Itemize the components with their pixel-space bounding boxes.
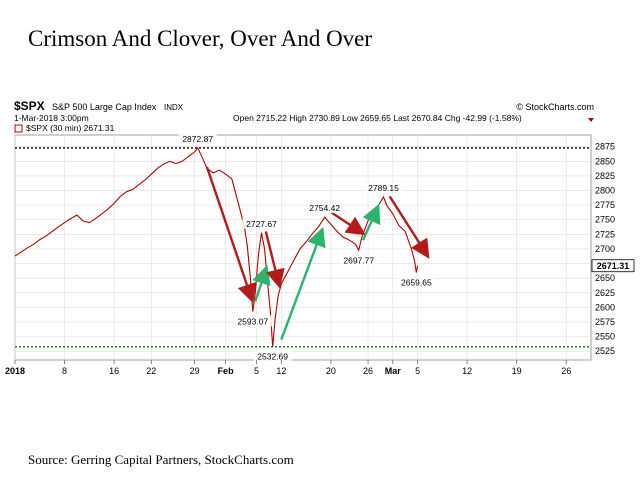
down-trend-arrow	[330, 211, 366, 236]
x-tick-label: Feb	[218, 366, 235, 376]
legend-series: $SPX (30 min) 2671.31	[26, 123, 115, 133]
price-annotation: 2532.69	[257, 352, 288, 362]
last-price-box	[591, 259, 635, 273]
annotation-bg	[305, 202, 344, 214]
up-trend-arrow	[361, 203, 381, 241]
annotation-bg	[339, 254, 378, 266]
y-tick-label: 2850	[595, 156, 615, 166]
price-annotation: 2789.15	[368, 183, 399, 193]
symbol: $SPX	[14, 99, 45, 113]
last-price-label: 2671.31	[597, 261, 630, 271]
last-price-badge: 2671.31	[591, 259, 635, 273]
price-annotation: 2659.65	[401, 278, 432, 288]
up-trend-arrow	[280, 226, 326, 340]
y-tick-label: 2750	[595, 215, 615, 225]
price-annotations: 2872.87 2727.67 2593.07 2532.69 2754.42 2697.…	[178, 132, 436, 362]
y-tick-label: 2625	[595, 288, 615, 298]
x-tick-label: Mar	[385, 366, 402, 376]
price-series-line	[14, 146, 419, 347]
x-tick-label: 12	[276, 366, 286, 376]
x-tick-label: 12	[462, 366, 472, 376]
page-title: Crimson And Clover, Over And Over	[28, 26, 373, 51]
y-tick-label: 2725	[595, 229, 615, 239]
chart-date: 1-Mar-2018 3:00pm	[14, 113, 89, 123]
chg-down-icon	[588, 118, 594, 122]
up-trend-arrow	[252, 264, 271, 302]
index-name: S&P 500 Large Cap Index	[52, 102, 157, 112]
x-tick-label: 5	[415, 366, 420, 376]
annotation-bg	[233, 315, 272, 327]
price-annotation: 2593.07	[237, 316, 268, 326]
x-tick-label: 29	[190, 366, 200, 376]
y-tick-label: 2575	[595, 317, 615, 327]
y-axis: 2525255025752600262526502675270027252750…	[595, 142, 615, 357]
legend-swatch	[14, 124, 23, 133]
x-tick-label: 26	[363, 366, 373, 376]
x-tick-label: 20	[326, 366, 336, 376]
down-trend-arrow	[205, 166, 257, 304]
price-annotation: 2872.87	[182, 134, 213, 144]
x-tick-label: 5	[254, 366, 259, 376]
reference-lines	[15, 147, 591, 348]
trend-arrows	[205, 166, 430, 340]
y-tick-label: 2550	[595, 332, 615, 342]
plot-area	[14, 134, 592, 361]
x-tick-label: 16	[109, 366, 119, 376]
y-tick-label: 2825	[595, 171, 615, 181]
x-tick-label: 8	[62, 366, 67, 376]
y-tick-label: 2775	[595, 200, 615, 210]
annotation-bg	[253, 350, 292, 362]
annotation-bg	[242, 217, 281, 229]
annotation-bg	[178, 132, 217, 144]
grid	[14, 135, 591, 360]
x-tick-label: 22	[146, 366, 156, 376]
y-tick-label: 2800	[595, 186, 615, 196]
brand: © StockCharts.com	[516, 102, 594, 112]
y-tick-label: 2600	[595, 302, 615, 312]
y-tick-label: 2650	[595, 273, 615, 283]
x-tick-label: 19	[512, 366, 522, 376]
ohlc-readout: Open 2715.22 High 2730.89 Low 2659.65 La…	[233, 113, 522, 123]
y-tick-label: 2700	[595, 244, 615, 254]
x-axis: 2018 8 16 22 29 Feb 5 12 20 26 Mar 5 12 19 26	[5, 360, 571, 376]
y-tick-label: 2525	[595, 346, 615, 356]
annotation-bg	[364, 181, 403, 193]
price-annotation: 2727.67	[246, 219, 277, 229]
y-tick-label: 2875	[595, 142, 615, 152]
index-tag: INDX	[164, 103, 184, 112]
price-annotation: 2754.42	[309, 203, 340, 213]
down-trend-arrow	[388, 195, 430, 259]
annotation-bg	[397, 276, 436, 288]
price-annotation: 2697.77	[343, 255, 374, 265]
source-note: Source: Gerring Capital Partners, StockC…	[28, 452, 294, 467]
down-trend-arrow	[264, 231, 285, 289]
x-tick-label: 2018	[5, 366, 25, 376]
x-tick-label: 26	[561, 366, 571, 376]
